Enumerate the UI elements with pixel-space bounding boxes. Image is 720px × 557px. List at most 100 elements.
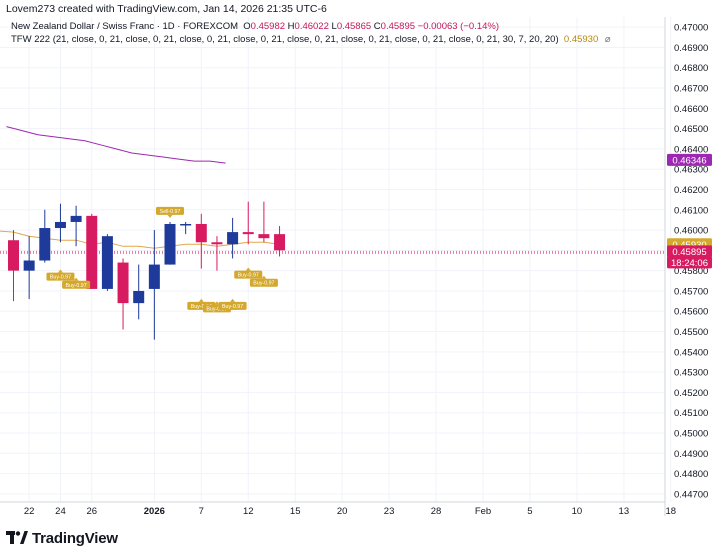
time-tick: Feb (475, 506, 491, 517)
price-axis-label-bg (667, 245, 712, 258)
signal-pointer (73, 277, 79, 281)
price-tick: 0.46400 (674, 144, 708, 155)
signal-label: Buy-0.97 (218, 298, 247, 310)
price-tick: 0.46100 (674, 205, 708, 216)
price-tick: 0.46500 (674, 124, 708, 135)
signal-badge (156, 206, 184, 215)
signal-pointer (167, 214, 173, 218)
low-label: L (331, 21, 337, 32)
candle-body (164, 223, 176, 265)
signal-badge (62, 280, 91, 289)
time-tick: 12 (243, 506, 254, 517)
time-tick: 15 (290, 506, 301, 517)
candle-body (23, 260, 35, 271)
eye-icon[interactable]: ⌀ (604, 34, 611, 45)
price-axis-label: 0.45895 (667, 245, 712, 258)
signal-badge (234, 270, 263, 279)
signal-text: Buy-0.97 (50, 275, 71, 281)
time-tick: 20 (337, 506, 348, 517)
chart-credit-bar: Lovem273 created with TradingView.com, J… (0, 0, 720, 17)
signal-text: Buy-0.97 (238, 273, 259, 279)
candle-body (70, 215, 82, 222)
price-tick: 0.44900 (674, 449, 708, 460)
signal-text: Buy-0.97 (253, 281, 274, 287)
time-tick: 10 (572, 506, 583, 517)
chart-grid (0, 17, 672, 502)
price-tick: 0.44700 (674, 489, 708, 500)
time-tick: 7 (199, 506, 204, 517)
indicator-legend[interactable]: TFW 222 (21, close, 0, 21, close, 0, 21,… (11, 34, 611, 45)
price-tick: 0.46900 (674, 43, 708, 54)
signal-badge (249, 278, 278, 287)
price-axis-label-bg (667, 256, 712, 269)
tradingview-brand: TradingView (32, 529, 118, 547)
signal-label: Sell-0.97 (156, 206, 184, 218)
price-axis-label-bg (667, 153, 712, 166)
candle-body (242, 232, 254, 235)
signal-text: Buy-0.97 (191, 304, 212, 310)
time-tick: 13 (619, 506, 630, 517)
candle-body (133, 290, 145, 304)
price-chart[interactable]: Sell-0.97Buy-0.97Buy-0.97Buy-0.97Buy-0.9… (0, 0, 720, 527)
close-label: C (373, 21, 381, 32)
signal-pointer (261, 275, 267, 279)
price-tick: 0.45300 (674, 368, 708, 379)
price-tick: 0.47000 (674, 23, 708, 34)
price-axis-label-text: 0.45930 (672, 240, 706, 251)
signal-text: Buy-0.97 (65, 283, 86, 289)
signal-pointer (214, 301, 220, 305)
candle-body (117, 262, 129, 304)
price-tick: 0.46200 (674, 185, 708, 196)
price-axis-label-text: 0.45895 (672, 247, 706, 258)
price-tick: 0.45200 (674, 388, 708, 399)
time-axis: 22 24 26 2026 7 12 15 20 23 28 Feb 5 10 13 18 (24, 506, 676, 517)
candle-body (211, 242, 223, 245)
price-axis-label-text: 0.46346 (672, 155, 706, 166)
purple-line-path (6, 126, 226, 164)
candle-body (227, 232, 239, 245)
price-axis-label-text: 18:24:06 (671, 258, 708, 269)
signal-pointer (198, 298, 204, 302)
candle-body (8, 240, 19, 271)
close-value: 0.45895 (380, 21, 416, 32)
symbol-legend[interactable]: New Zealand Dollar / Swiss Franc · 1D · … (11, 21, 499, 32)
current-price-line (0, 250, 665, 254)
price-tick: 0.45500 (674, 327, 708, 338)
price-tick: 0.45700 (674, 286, 708, 297)
candlestick-series (8, 201, 286, 340)
tradingview-branding: TradingView (6, 528, 118, 548)
candle-body (39, 228, 51, 261)
signal-labels: Sell-0.97Buy-0.97Buy-0.97Buy-0.97Buy-0.9… (46, 206, 278, 313)
time-tick: 24 (55, 506, 66, 517)
price-tick: 0.45400 (674, 347, 708, 358)
open-value: 0.45982 (250, 21, 286, 32)
price-tick: 0.45800 (674, 266, 708, 277)
time-tick: 28 (431, 506, 442, 517)
price-tick: 0.45600 (674, 307, 708, 318)
time-tick: 5 (527, 506, 532, 517)
candle-body (195, 223, 207, 243)
high-value: 0.46022 (294, 21, 329, 32)
signal-label: Buy-0.97 (234, 267, 263, 279)
price-tick: 0.46300 (674, 165, 708, 176)
price-tick: 0.46000 (674, 226, 708, 237)
credit-text: Lovem273 created with TradingView.com, J… (6, 3, 327, 15)
price-tick: 0.46600 (674, 104, 708, 115)
candle-body (54, 221, 66, 229)
candle-body (258, 234, 270, 239)
candle-body (274, 234, 286, 251)
candle-body (86, 215, 98, 289)
symbol-name[interactable]: New Zealand Dollar / Swiss Franc · 1D · … (11, 21, 238, 32)
time-tick: 2026 (144, 506, 165, 517)
time-tick: 18 (666, 506, 677, 517)
signal-label: Buy-0.97 (249, 275, 278, 287)
purple-indicator-line (6, 126, 226, 164)
price-tick: 0.45000 (674, 429, 708, 440)
price-axis: 0.47000 0.46900 0.46800 0.46700 0.46600 0.465… (674, 23, 708, 501)
signal-text: Buy-0.97 (206, 306, 227, 312)
indicator-name[interactable]: TFW 222 (21, close, 0, 21, close, 0, 21,… (11, 34, 559, 45)
price-tick: 0.44800 (674, 469, 708, 480)
time-tick: 23 (384, 506, 395, 517)
price-tick: 0.46800 (674, 63, 708, 74)
